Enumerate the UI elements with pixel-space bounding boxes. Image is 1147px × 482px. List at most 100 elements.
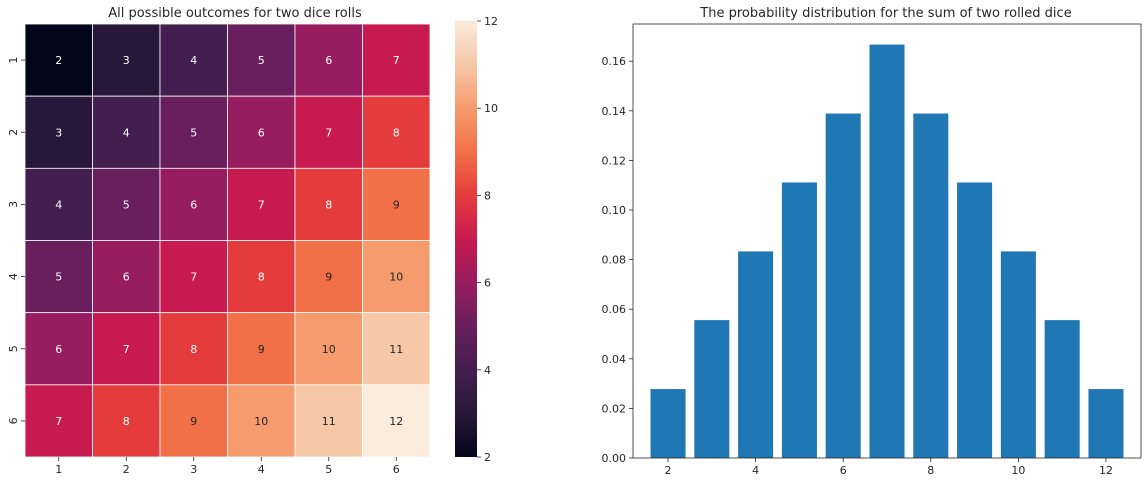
heatmap-x-ticks: 1 2 3 4 5 6 — [55, 457, 400, 476]
heatmap-cell — [294, 23, 363, 97]
heatmap-cell-label: 9 — [190, 415, 197, 428]
heatmap-cell — [227, 23, 296, 97]
heatmap-chart: All possible outcomes for two dice rolls… — [7, 6, 498, 476]
bar-x-tick-label: 12 — [1099, 464, 1113, 477]
bar-x-tick-label: 4 — [752, 464, 759, 477]
heatmap-cell — [92, 167, 161, 241]
heatmap-cell-label: 11 — [322, 415, 336, 428]
heatmap-x-tick-label: 2 — [123, 463, 130, 476]
heatmap-y-ticks: 1 2 3 4 5 6 — [7, 57, 25, 424]
bar-chart-frame — [632, 23, 1142, 459]
heatmap-x-tick-label: 6 — [393, 463, 400, 476]
heatmap-cell-label: 7 — [325, 126, 332, 139]
heatmap-cells: 2 3 4 5 6 7 3 4 5 6 7 8 4 5 6 7 8 9 5 6 7 8 9 10 6 7 8 9 10 11 7 8 9 10 11… — [24, 23, 431, 458]
heatmap-cell — [159, 312, 228, 386]
heatmap-cell-label: 4 — [123, 126, 130, 139]
heatmap-cell — [227, 95, 296, 169]
heatmap-cell-label: 11 — [389, 343, 403, 356]
bar-y-tick-label: 0.12 — [602, 154, 627, 167]
colorbar-tick-label: 8 — [484, 189, 491, 202]
bar — [694, 320, 730, 458]
bar-y-tick-label: 0.04 — [602, 353, 627, 366]
heatmap-cell-label: 5 — [190, 126, 197, 139]
heatmap-cell — [92, 23, 161, 97]
heatmap-cell — [159, 240, 228, 314]
heatmap-cell-label: 12 — [389, 415, 403, 428]
heatmap-y-tick-label: 2 — [7, 129, 20, 136]
heatmap-cell — [24, 312, 93, 386]
heatmap-cell-label: 9 — [258, 343, 265, 356]
bar-chart-bars — [650, 44, 1124, 459]
heatmap-cell — [227, 312, 296, 386]
heatmap-cell-label: 5 — [123, 198, 130, 211]
colorbar-tick-label: 12 — [484, 15, 498, 28]
bar-x-tick-label: 6 — [840, 464, 847, 477]
heatmap-colorbar: 2 4 6 8 10 12 — [455, 15, 498, 464]
heatmap-cell-label: 10 — [322, 343, 336, 356]
bar-chart-axes — [632, 23, 1142, 459]
heatmap-cell-label: 5 — [55, 271, 62, 284]
heatmap-cell-label: 8 — [325, 198, 332, 211]
heatmap-cell-label: 9 — [325, 271, 332, 284]
heatmap-y-tick-label: 5 — [7, 345, 20, 352]
heatmap-cell-label: 6 — [190, 198, 197, 211]
heatmap-cell — [362, 167, 431, 241]
heatmap-cell-label: 8 — [258, 271, 265, 284]
heatmap-cell-label: 2 — [55, 54, 62, 67]
bar-chart-x-ticks: 2 4 6 8 10 12 — [665, 458, 1113, 477]
heatmap-cell-label: 4 — [190, 54, 197, 67]
heatmap-y-tick-label: 1 — [7, 57, 20, 64]
bar — [1000, 251, 1036, 458]
heatmap-cell — [362, 240, 431, 314]
colorbar-tick-label: 4 — [484, 364, 491, 377]
heatmap-cell — [294, 312, 363, 386]
heatmap-cell — [92, 95, 161, 169]
bar — [1044, 320, 1080, 458]
heatmap-cell — [294, 167, 363, 241]
bar — [869, 44, 905, 459]
heatmap-cell — [294, 384, 363, 458]
heatmap-title: All possible outcomes for two dice rolls — [108, 6, 362, 21]
heatmap-cell — [159, 23, 228, 97]
bar — [957, 182, 993, 459]
heatmap-cell — [24, 167, 93, 241]
colorbar-gradient — [455, 21, 477, 457]
heatmap-x-tick-label: 4 — [258, 463, 265, 476]
bar-x-tick-label: 2 — [665, 464, 672, 477]
bar — [1088, 389, 1124, 458]
heatmap-cell-label: 9 — [393, 198, 400, 211]
heatmap-cell — [362, 384, 431, 458]
bar-y-tick-label: 0.16 — [602, 55, 627, 68]
heatmap-cell-label: 10 — [254, 415, 268, 428]
heatmap-cell-label: 6 — [258, 126, 265, 139]
colorbar-tick-label: 2 — [484, 451, 491, 464]
heatmap-cell-label: 3 — [123, 54, 130, 67]
heatmap-cell — [24, 240, 93, 314]
heatmap-cell — [92, 240, 161, 314]
heatmap-cell-label: 10 — [389, 271, 403, 284]
bar-x-tick-label: 8 — [927, 464, 934, 477]
heatmap-cell-label: 7 — [190, 271, 197, 284]
heatmap-cell-label: 7 — [123, 343, 130, 356]
heatmap-cell-label: 7 — [258, 198, 265, 211]
bar — [781, 182, 817, 459]
heatmap-cell — [159, 167, 228, 241]
heatmap-x-tick-label: 5 — [325, 463, 332, 476]
bar-y-tick-label: 0.06 — [602, 303, 627, 316]
heatmap-cell — [294, 240, 363, 314]
heatmap-cell — [24, 384, 93, 458]
heatmap-cell — [24, 23, 93, 97]
heatmap-cell — [227, 167, 296, 241]
heatmap-x-tick-label: 3 — [190, 463, 197, 476]
bar — [913, 113, 949, 458]
heatmap-cell — [227, 240, 296, 314]
colorbar-tick-label: 6 — [484, 277, 491, 290]
heatmap-cell — [362, 23, 431, 97]
bar-y-tick-label: 0.00 — [602, 452, 627, 465]
bar — [825, 113, 861, 458]
heatmap-y-tick-label: 3 — [7, 201, 20, 208]
heatmap-cell-label: 8 — [393, 126, 400, 139]
heatmap-x-tick-label: 1 — [55, 463, 62, 476]
heatmap-y-tick-label: 6 — [7, 417, 20, 424]
